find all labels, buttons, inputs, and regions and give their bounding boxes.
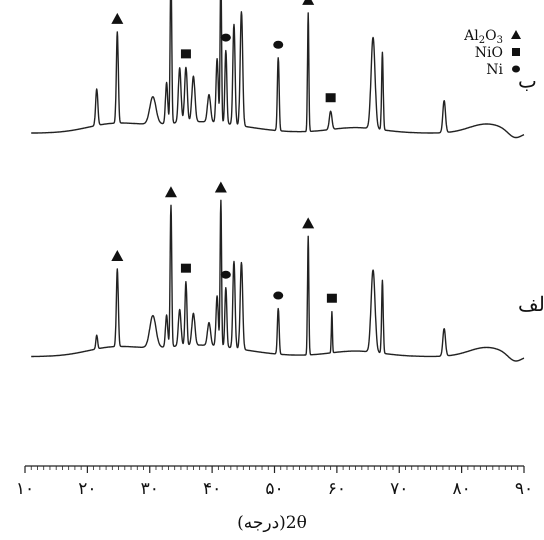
x-tick-label: ۷۰: [390, 479, 408, 499]
series-line-2: [30, 199, 525, 362]
x-tick-label: ۱۰: [16, 479, 34, 499]
series-label-2: الف: [518, 292, 544, 316]
series-labels: ب الف: [518, 69, 544, 316]
nio-marker: [180, 263, 191, 273]
nio-marker: [326, 293, 337, 303]
legend-label-circle: Ni: [486, 62, 503, 78]
x-axis-title: 2θ(درجه): [237, 513, 307, 533]
al2o3-marker: [111, 249, 124, 261]
nio-marker: [180, 49, 191, 59]
x-tick-label: ۵۰: [265, 479, 283, 499]
x-tick-label: ۶۰: [328, 479, 346, 499]
marker-layer: [111, 0, 337, 303]
al2o3-marker: [164, 186, 177, 198]
al2o3-marker: [214, 181, 227, 193]
al2o3-marker: [111, 12, 124, 24]
x-axis: [24, 465, 525, 473]
x-tick-label: ۹۰: [515, 479, 533, 499]
al2o3-marker: [302, 217, 315, 229]
x-tick-label: ۴۰: [203, 479, 221, 499]
ni-marker: [273, 40, 284, 49]
legend-label-triangle: Al2O3: [463, 28, 503, 46]
nio-marker: [325, 93, 336, 103]
ni-marker: [220, 33, 231, 42]
legend-triangle-icon: [511, 30, 521, 39]
series-line-1: [30, 0, 525, 139]
legend-circle-icon: [512, 65, 520, 73]
series-layer: [30, 0, 525, 362]
x-tick-label: ۳۰: [141, 479, 159, 499]
series-label-1: ب: [518, 69, 537, 93]
legend-label-square: NiO: [475, 45, 503, 61]
x-tick-labels: ۱۰ ۲۰ ۳۰ ۴۰ ۵۰ ۶۰ ۷۰ ۸۰ ۹۰: [16, 479, 533, 499]
x-tick-label: ۲۰: [78, 479, 96, 499]
legend-square-icon: [512, 48, 520, 56]
ni-marker: [220, 270, 231, 279]
al2o3-marker: [302, 0, 315, 5]
x-tick-label: ۸۰: [452, 479, 470, 499]
ni-marker: [273, 291, 284, 300]
